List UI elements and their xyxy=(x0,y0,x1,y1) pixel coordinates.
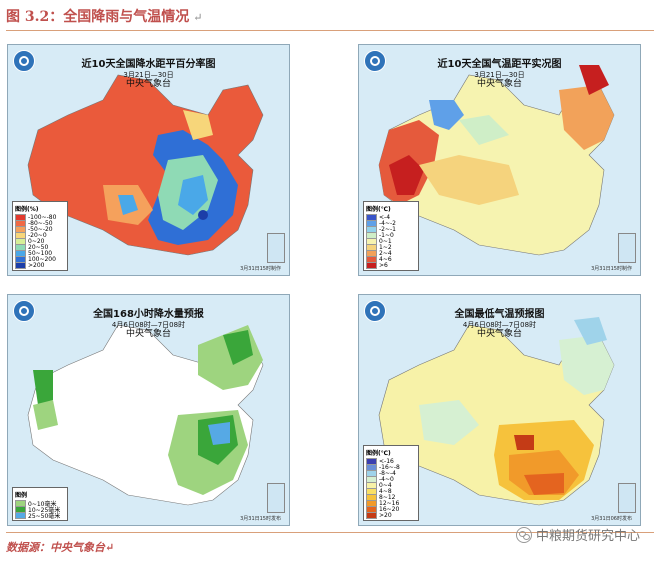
watermark: 中粮期货研究中心 xyxy=(515,525,640,544)
cma-logo xyxy=(364,50,386,72)
panel-stamp: 3月31日15时制作 xyxy=(240,266,281,272)
legend-label: -80~-50 xyxy=(28,219,53,227)
min-temp-forecast-map xyxy=(378,317,615,506)
legend-title: 图例 xyxy=(15,492,28,499)
legend-label: 4~8 xyxy=(379,487,392,495)
panel-date: 3月21日—30日 xyxy=(474,70,525,79)
panel-legend: 图例(%) -100~-80 -80~-50 -50~-20 -20~0 0~2… xyxy=(12,201,68,271)
bottom-divider xyxy=(6,532,654,533)
panel-title: 全国最低气温预报图 xyxy=(454,309,545,320)
panel-precip-anomaly-map: 近10天全国降水距平百分率图 3月21日—30日 中央气象台 图例(%) -10… xyxy=(7,44,290,276)
legend-swatch xyxy=(15,511,26,519)
watermark-text: 中粮期货研究中心 xyxy=(535,529,640,544)
legend-label: 0~10毫米 xyxy=(28,500,57,508)
legend-item: >200 xyxy=(15,261,65,269)
legend-label: 16~20 xyxy=(379,505,400,513)
figure-title: 图 3.2：全国降雨与气温情况 ↵ xyxy=(6,6,202,26)
cma-logo xyxy=(13,300,35,322)
cma-logo xyxy=(13,50,35,72)
legend-title: 图例(%) xyxy=(15,206,39,213)
panel-header: 全国最低气温预报图 4月6日08时—7日08时 中央气象台 xyxy=(359,309,640,339)
legend-label: <-4 xyxy=(379,213,391,221)
panel-issuer: 中央气象台 xyxy=(125,328,171,339)
south-china-sea-inset xyxy=(267,233,285,263)
legend-label: >20 xyxy=(379,511,392,519)
panel-title: 近10天全国气温距平实况图 xyxy=(437,59,562,70)
legend-title: 图例(℃) xyxy=(366,206,391,213)
legend-label: -20~0 xyxy=(28,231,47,239)
panel-header: 近10天全国降水距平百分率图 3月21日—30日 中央气象台 xyxy=(8,59,289,89)
panel-legend: 图例(℃) <-16 -16~-8 -8~-4 -4~0 0~4 4~8 8~1… xyxy=(363,445,419,521)
panel-legend: 图例 0~10毫米 10~25毫米 25~50毫米 xyxy=(12,487,68,521)
legend-label: -4~0 xyxy=(379,475,394,483)
legend-swatch xyxy=(15,261,26,269)
legend-label: -16~-8 xyxy=(379,463,400,471)
panel-header: 近10天全国气温距平实况图 3月21日—30日 中央气象台 xyxy=(359,59,640,89)
precip-forecast-map xyxy=(27,324,264,506)
legend-label: 2~4 xyxy=(379,249,392,257)
legend-label: 1~2 xyxy=(379,243,392,251)
legend-label: -4~-2 xyxy=(379,219,396,227)
legend-swatch xyxy=(366,511,377,519)
legend-label: 10~25毫米 xyxy=(28,506,61,514)
legend-label: 0~20 xyxy=(28,237,45,245)
data-source: 数据源：中央气象台↵ xyxy=(6,541,115,554)
legend-label: -50~-20 xyxy=(28,225,53,233)
figure-title-text: 图 3.2：全国降雨与气温情况 xyxy=(6,9,190,25)
legend-label: >200 xyxy=(28,261,45,269)
legend-item: 25~50毫米 xyxy=(15,511,65,520)
legend-label: 50~100 xyxy=(28,249,53,257)
legend-label: 20~50 xyxy=(28,243,49,251)
panel-issuer: 中央气象台 xyxy=(476,328,522,339)
panel-date: 4月6日08时—7日08时 xyxy=(111,320,186,329)
precip-anomaly-map xyxy=(27,74,264,256)
panel-temp-anomaly-map: 近10天全国气温距平实况图 3月21日—30日 中央气象台 图例(℃) <-4 … xyxy=(358,44,641,276)
legend-label: 0~4 xyxy=(379,481,392,489)
temp-anomaly-map xyxy=(378,65,615,256)
cma-logo xyxy=(364,300,386,322)
panel-stamp: 3月31日06时发布 xyxy=(591,516,632,522)
legend-swatch xyxy=(366,261,377,269)
panel-legend: 图例(℃) <-4 -4~-2 -2~-1 -1~0 0~1 1~2 2~4 4… xyxy=(363,201,419,271)
legend-label: 4~6 xyxy=(379,255,392,263)
legend-label: 12~16 xyxy=(379,499,400,507)
panel-header: 全国168小时降水量预报 4月6日08时—7日08时 中央气象台 xyxy=(8,309,289,339)
panel-min-temp-forecast-map: 全国最低气温预报图 4月6日08时—7日08时 中央气象台 图例(℃) <-16… xyxy=(358,294,641,526)
legend-label: 25~50毫米 xyxy=(28,512,61,520)
legend-item: >20 xyxy=(366,511,416,519)
panel-stamp: 3月31日15时制作 xyxy=(591,266,632,272)
south-china-sea-inset xyxy=(267,483,285,513)
legend-label: 8~12 xyxy=(379,493,396,501)
panel-issuer: 中央气象台 xyxy=(125,78,171,89)
panel-precip-forecast-map: 全国168小时降水量预报 4月6日08时—7日08时 中央气象台 图例 0~10… xyxy=(7,294,290,526)
south-china-sea-inset xyxy=(618,483,636,513)
legend-label: >6 xyxy=(379,261,388,269)
paragraph-mark: ↵ xyxy=(193,11,203,24)
legend-label: -2~-1 xyxy=(379,225,396,233)
south-china-sea-inset xyxy=(618,233,636,263)
legend-title: 图例(℃) xyxy=(366,450,391,457)
legend-label: -1~0 xyxy=(379,231,394,239)
panel-date: 4月6日08时—7日08时 xyxy=(462,320,537,329)
legend-label: -100~-80 xyxy=(28,213,57,221)
panel-title: 近10天全国降水距平百分率图 xyxy=(81,59,216,70)
panel-title: 全国168小时降水量预报 xyxy=(93,309,204,320)
legend-item: >6 xyxy=(366,261,416,269)
top-divider xyxy=(6,30,654,31)
legend-label: 0~1 xyxy=(379,237,392,245)
panel-issuer: 中央气象台 xyxy=(476,78,522,89)
panel-stamp: 3月31日15时发布 xyxy=(240,516,281,522)
wechat-icon xyxy=(515,526,532,543)
legend-label: <-16 xyxy=(379,457,394,465)
legend-label: -8~-4 xyxy=(379,469,396,477)
legend-label: 100~200 xyxy=(28,255,56,263)
panel-date: 3月21日—30日 xyxy=(123,70,174,79)
